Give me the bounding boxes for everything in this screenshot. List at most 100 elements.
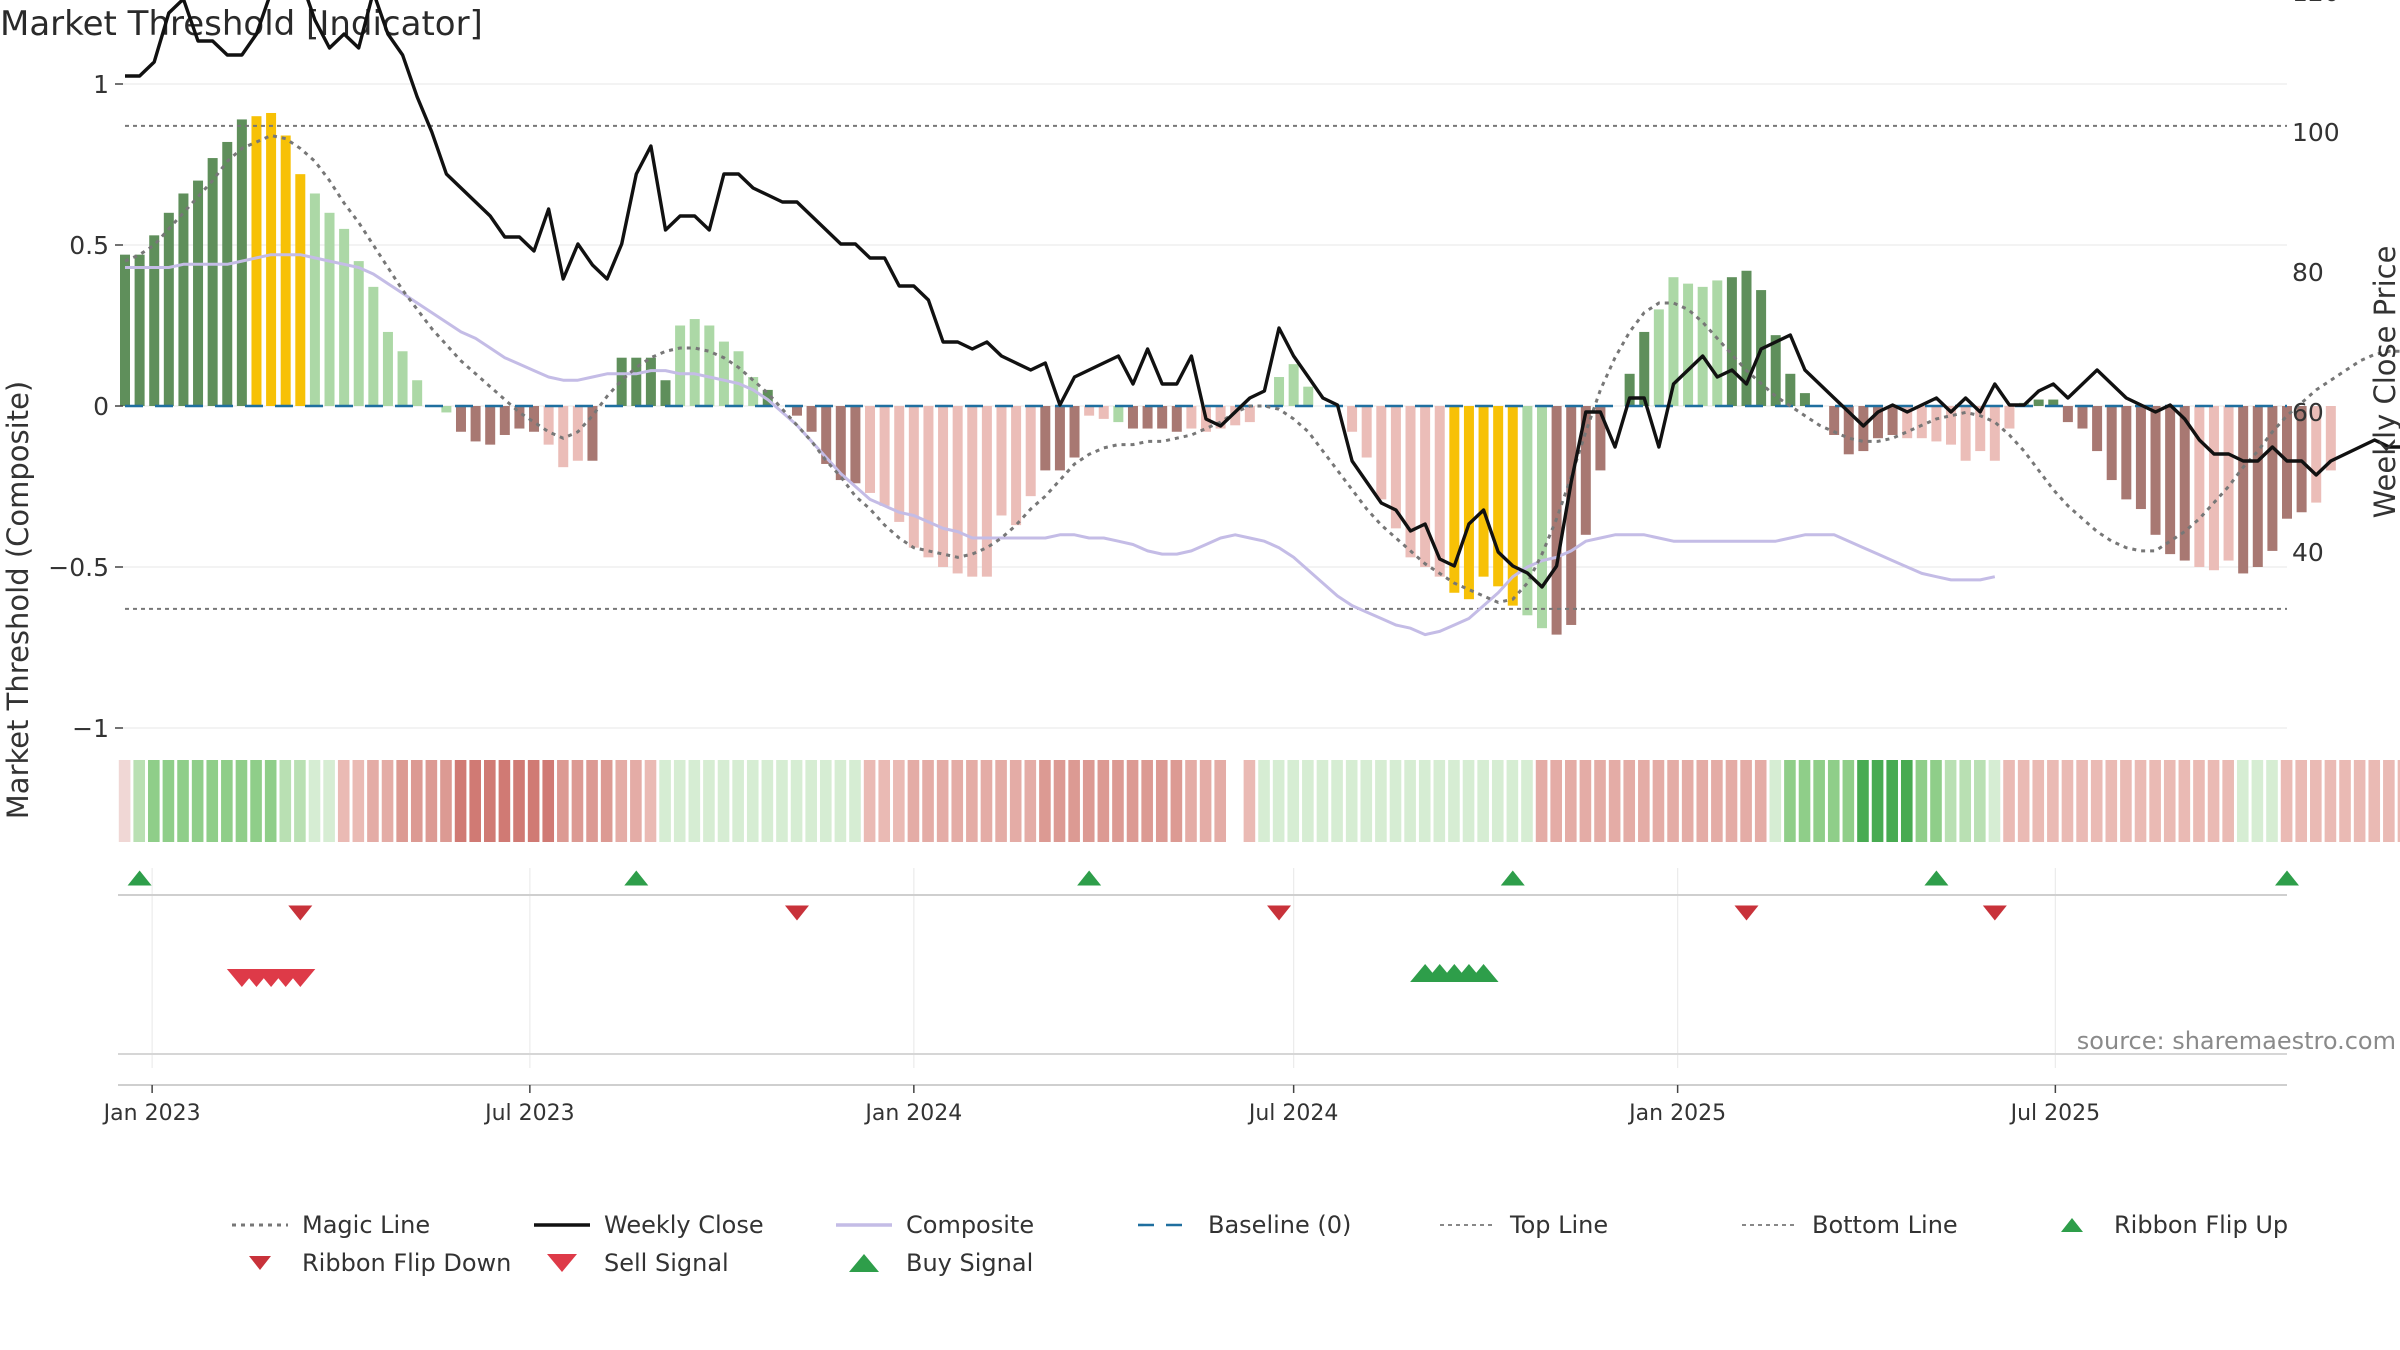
ribbon-cell	[396, 760, 408, 842]
composite-bar	[2004, 406, 2015, 429]
ribbon-cell	[1638, 760, 1650, 842]
ribbon-cell	[367, 760, 379, 842]
composite-bar	[1843, 406, 1854, 455]
composite-bar	[1726, 277, 1737, 406]
ribbon-cell	[1550, 760, 1562, 842]
right-tick-label: 120	[2292, 0, 2340, 7]
ribbon-cell	[1608, 760, 1621, 842]
ribbon-cell	[1579, 760, 1592, 842]
composite-bar	[193, 180, 204, 406]
ribbon-cell	[1009, 760, 1022, 842]
composite-bar	[2106, 406, 2117, 481]
composite-bar	[514, 406, 525, 429]
right-axis-label: Weekly Close Price	[2368, 246, 2400, 519]
composite-bar	[821, 406, 832, 464]
legend-swatch	[1440, 1224, 1496, 1226]
ribbon-cell	[878, 760, 891, 842]
composite-bar	[134, 254, 145, 406]
composite-bar	[2208, 406, 2219, 571]
ribbon-cell	[746, 760, 759, 842]
ribbon-cell	[1915, 760, 1928, 842]
ribbon-cell	[1462, 760, 1475, 842]
composite-bar	[2311, 406, 2322, 503]
ribbon-cell	[264, 760, 277, 842]
ribbon-cell	[352, 760, 365, 842]
x-tick-label: Jul 2023	[483, 1101, 575, 1126]
composite-bar	[2252, 406, 2263, 567]
composite-bar	[1946, 406, 1957, 445]
ribbon-cell	[1126, 760, 1139, 842]
composite-bar	[1580, 406, 1591, 535]
composite-bar	[1186, 406, 1197, 429]
ribbon-strip	[118, 760, 2400, 842]
composite-bar	[2165, 406, 2176, 555]
ribbon-cell	[2266, 760, 2278, 842]
legend-label: Composite	[906, 1211, 1035, 1239]
composite-bar	[1712, 280, 1723, 406]
ribbon-cell	[630, 760, 642, 842]
composite-bar	[339, 228, 350, 406]
ribbon-cell	[659, 760, 671, 842]
right-tick-label: 40	[2292, 538, 2324, 567]
ribbon-cell	[1988, 760, 2001, 842]
ribbon-cell	[922, 760, 934, 842]
ribbon-cell	[1521, 760, 1533, 842]
ribbon-flip-down-marker	[1734, 905, 1759, 921]
left-tick-label: −1	[72, 714, 109, 743]
composite-bar	[2077, 406, 2088, 429]
composite-bar	[178, 193, 189, 406]
composite-bar	[1274, 377, 1285, 406]
ribbon-cell	[1681, 760, 1694, 842]
buy-signal-marker	[1468, 964, 1499, 982]
ribbon-cell	[2149, 760, 2161, 842]
composite-bar	[1683, 283, 1694, 406]
series-lines	[124, 0, 2400, 637]
ribbon-cell	[1725, 760, 1738, 842]
ribbon-cell	[1024, 760, 1037, 842]
ribbon-cell	[819, 760, 832, 842]
ribbon-cell	[1302, 760, 1314, 842]
composite-bar	[1244, 406, 1255, 423]
x-tick-label: Jan 2024	[863, 1101, 962, 1126]
composite-bar	[251, 116, 262, 406]
ribbon-cell	[995, 760, 1007, 842]
composite-bar	[324, 212, 335, 406]
ribbon-cell	[177, 760, 189, 842]
composite-bar	[309, 193, 320, 406]
signal-markers	[127, 870, 2299, 987]
ribbon-cell	[2017, 760, 2030, 842]
ribbon-cell	[1813, 760, 1825, 842]
composite-bar	[1741, 270, 1752, 406]
ribbon-cell	[980, 760, 993, 842]
composite-bar	[1478, 406, 1489, 577]
legend: Magic Line Weekly Close Composite Baseline …	[230, 1210, 2350, 1278]
ribbon-cell	[1696, 760, 1709, 842]
ribbon-cell	[849, 760, 861, 842]
ribbon-flip-down-marker	[1982, 905, 2007, 921]
composite-bar	[1288, 364, 1299, 406]
ribbon-cell	[1112, 760, 1124, 842]
composite-bar	[660, 380, 671, 406]
composite-bar	[1624, 373, 1635, 406]
ribbon-cell	[1506, 760, 1519, 842]
ribbon-cell	[1959, 760, 1972, 842]
composite-bar	[938, 406, 949, 567]
composite-bar	[952, 406, 963, 574]
ribbon-cell	[717, 760, 730, 842]
ribbon-cell	[732, 760, 744, 842]
legend-swatch	[232, 1223, 288, 1227]
composite-bar	[1887, 406, 1898, 435]
composite-bar	[645, 357, 656, 406]
ribbon-cell	[2207, 760, 2220, 842]
composite-bar	[733, 351, 744, 406]
composite-bar	[1536, 406, 1547, 629]
composite-bar	[689, 319, 700, 406]
composite-bar	[1171, 406, 1182, 432]
left-tick-label: 1	[93, 70, 109, 99]
composite-bar	[1697, 286, 1708, 406]
ribbon-cell	[1053, 760, 1066, 842]
composite-bar	[1040, 406, 1051, 471]
ribbon-cell	[1141, 760, 1153, 842]
ribbon-cell	[1623, 760, 1636, 842]
ribbon-cell	[381, 760, 394, 842]
